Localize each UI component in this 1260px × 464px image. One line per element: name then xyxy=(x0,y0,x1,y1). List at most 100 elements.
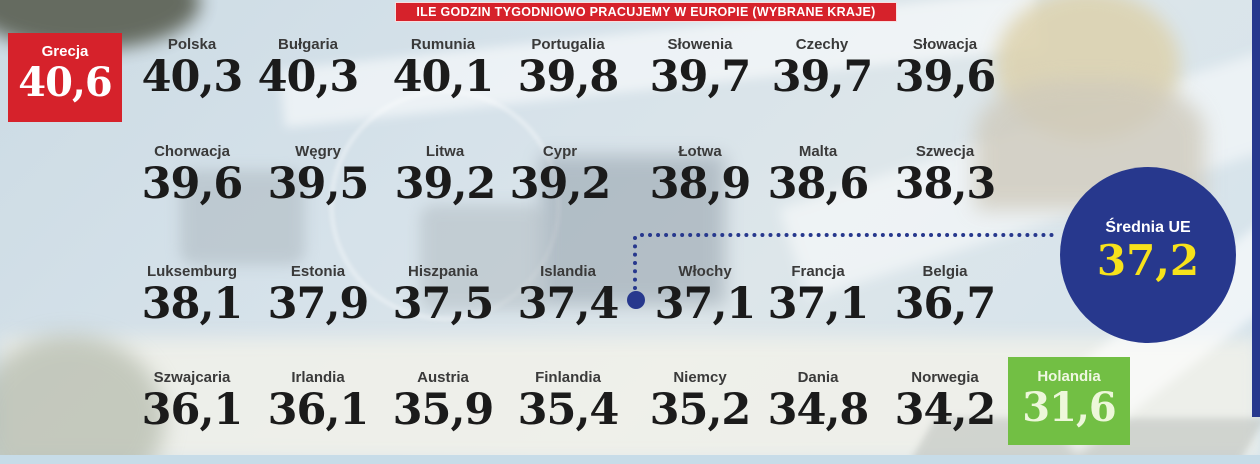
country-value: 39,6 xyxy=(894,52,997,102)
country-cell-belgia: Belgia 36,7 xyxy=(870,263,1020,327)
country-cell-cypr: Cypr 39,2 xyxy=(485,143,635,207)
country-cell-wlochy: Włochy 37,1 xyxy=(630,263,780,327)
country-value: 35,9 xyxy=(392,385,495,435)
country-value: 36,1 xyxy=(141,385,244,435)
country-name: Szwajcaria xyxy=(153,369,231,386)
country-value: 40,3 xyxy=(257,52,360,102)
country-cell-grecja: Grecja 40,6 xyxy=(8,33,122,122)
country-value: 36,7 xyxy=(894,279,997,329)
country-value: 38,6 xyxy=(767,159,870,209)
country-value: 34,2 xyxy=(894,385,997,435)
country-cell-litwa: Litwa 39,2 xyxy=(370,143,520,207)
country-cell-hiszpania: Hiszpania 37,5 xyxy=(368,263,518,327)
background-agent-silhouette xyxy=(995,0,1180,140)
country-value: 36,1 xyxy=(267,385,370,435)
country-name: Holandia xyxy=(1037,368,1101,385)
country-name: Finlandia xyxy=(535,369,601,386)
country-cell-francja: Francja 37,1 xyxy=(743,263,893,327)
country-value: 40,6 xyxy=(18,59,112,106)
country-cell-austria: Austria 35,9 xyxy=(368,369,518,433)
country-name: Estonia xyxy=(290,263,346,280)
country-cell-holandia: Holandia 31,6 xyxy=(1008,357,1130,445)
country-value: 39,5 xyxy=(267,159,370,209)
country-name: Malta xyxy=(798,143,838,160)
country-cell-portugalia: Portugalia 39,8 xyxy=(493,36,643,100)
country-name: Portugalia xyxy=(531,36,605,53)
country-name: Grecja xyxy=(41,43,89,60)
country-name: Austria xyxy=(417,369,469,386)
infographic-title: ILE GODZIN TYGODNIOWO PRACUJEMY W EUROPI… xyxy=(395,2,897,22)
eu-average-connector-vertical xyxy=(633,236,637,290)
country-value: 37,1 xyxy=(767,279,870,329)
country-name: Dania xyxy=(797,369,839,386)
country-value: 34,8 xyxy=(767,385,870,435)
country-cell-szwecja: Szwecja 38,3 xyxy=(870,143,1020,207)
eu-average-connector-horizontal xyxy=(640,233,1054,237)
right-edge-blue-bar xyxy=(1252,0,1260,417)
country-cell-luksemburg: Luksemburg 38,1 xyxy=(117,263,267,327)
country-name: Włochy xyxy=(678,263,732,280)
country-name: Cypr xyxy=(542,143,578,160)
country-name: Szwecja xyxy=(915,143,975,160)
country-value: 39,2 xyxy=(509,159,612,209)
country-name: Norwegia xyxy=(911,369,979,386)
country-name: Niemcy xyxy=(673,369,727,386)
country-cell-islandia: Islandia 37,4 xyxy=(493,263,643,327)
country-name: Bułgaria xyxy=(277,36,338,53)
country-value: 37,1 xyxy=(654,279,757,329)
eu-average-value: 37,2 xyxy=(1096,236,1200,285)
country-name: Belgia xyxy=(922,263,968,280)
country-value: 39,7 xyxy=(649,52,752,102)
country-cell-lotwa: Łotwa 38,9 xyxy=(625,143,775,207)
country-value: 37,5 xyxy=(392,279,495,329)
country-name: Słowacja xyxy=(912,36,978,53)
country-name: Łotwa xyxy=(678,143,722,160)
country-cell-szwajcaria: Szwajcaria 36,1 xyxy=(117,369,267,433)
country-value: 35,4 xyxy=(517,385,620,435)
country-name: Litwa xyxy=(425,143,465,160)
bottom-photo-strip xyxy=(0,455,1260,464)
country-name: Francja xyxy=(791,263,845,280)
country-cell-slowacja: Słowacja 39,6 xyxy=(870,36,1020,100)
country-name: Czechy xyxy=(795,36,849,53)
country-name: Chorwacja xyxy=(154,143,230,160)
country-name: Rumunia xyxy=(410,36,476,53)
country-cell-rumunia: Rumunia 40,1 xyxy=(368,36,518,100)
country-cell-slowenia: Słowenia 39,7 xyxy=(625,36,775,100)
country-value: 38,3 xyxy=(894,159,997,209)
country-value: 39,2 xyxy=(394,159,497,209)
country-cell-niemcy: Niemcy 35,2 xyxy=(625,369,775,433)
country-cell-wegry: Węgry 39,5 xyxy=(243,143,393,207)
country-cell-norwegia: Norwegia 34,2 xyxy=(870,369,1020,433)
country-value: 39,8 xyxy=(517,52,620,102)
country-value: 31,6 xyxy=(1022,384,1116,431)
country-name: Węgry xyxy=(295,143,341,160)
country-cell-dania: Dania 34,8 xyxy=(743,369,893,433)
country-name: Irlandia xyxy=(291,369,345,386)
country-cell-bulgaria: Bułgaria 40,3 xyxy=(233,36,383,100)
country-value: 39,7 xyxy=(771,52,874,102)
country-value: 38,1 xyxy=(141,279,244,329)
country-value: 39,6 xyxy=(141,159,244,209)
country-name: Luksemburg xyxy=(146,263,237,280)
country-cell-czechy: Czechy 39,7 xyxy=(747,36,897,100)
country-cell-estonia: Estonia 37,9 xyxy=(243,263,393,327)
country-value: 37,9 xyxy=(267,279,370,329)
country-cell-polska: Polska 40,3 xyxy=(117,36,267,100)
country-value: 38,9 xyxy=(649,159,752,209)
country-cell-irlandia: Irlandia 36,1 xyxy=(243,369,393,433)
eu-average-label: Średnia UE xyxy=(1105,219,1191,236)
country-value: 35,2 xyxy=(649,385,752,435)
eu-average-badge: Średnia UE 37,2 xyxy=(1060,167,1236,343)
country-cell-chorwacja: Chorwacja 39,6 xyxy=(117,143,267,207)
country-value: 40,3 xyxy=(141,52,244,102)
country-value: 37,4 xyxy=(517,279,620,329)
country-name: Polska xyxy=(167,36,217,53)
country-name: Słowenia xyxy=(667,36,733,53)
eu-average-pointer-dot xyxy=(627,291,645,309)
country-value: 40,1 xyxy=(392,52,495,102)
country-name: Hiszpania xyxy=(407,263,479,280)
country-cell-malta: Malta 38,6 xyxy=(743,143,893,207)
country-name: Islandia xyxy=(540,263,596,280)
